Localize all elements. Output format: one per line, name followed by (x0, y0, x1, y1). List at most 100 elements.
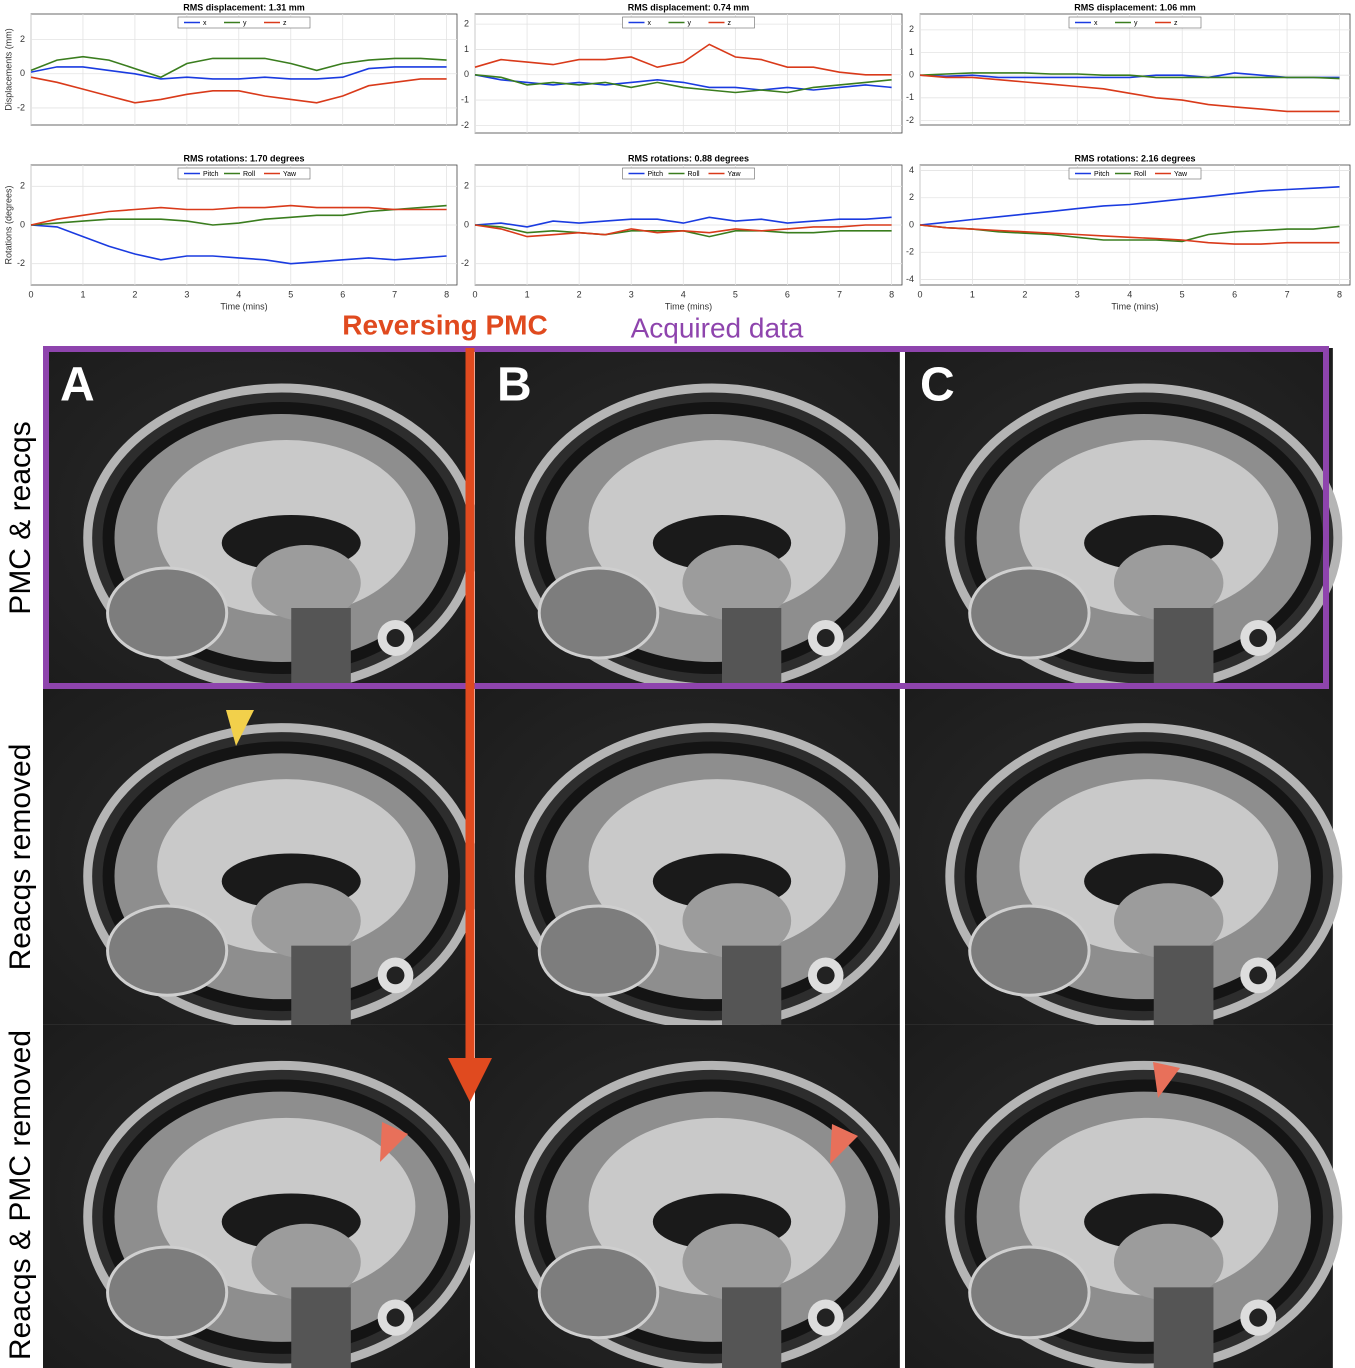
legend-label: y (243, 20, 247, 27)
legend-label: x (203, 20, 207, 27)
legend: Pitch Roll Yaw (622, 167, 755, 180)
legend-box (177, 167, 311, 180)
mri-image (905, 1025, 1338, 1368)
y-tick-label: 0 (20, 68, 25, 78)
marker-yellow (226, 710, 254, 746)
line (919, 72, 1340, 79)
chart-title: RMS displacement: 1.06 mm (1074, 2, 1196, 12)
box-label: Acquired data (631, 312, 804, 343)
legend-label: Roll (688, 171, 701, 178)
line (474, 43, 892, 76)
separator (900, 348, 905, 1368)
legend-label: z (1174, 20, 1178, 27)
mri-image (43, 688, 475, 1025)
x-tick-label: 4 (236, 289, 241, 299)
panel-letter: C (920, 359, 955, 412)
line (919, 224, 1340, 245)
y-tick-label: 0 (909, 219, 914, 229)
marker-red (380, 1122, 408, 1162)
chart: -2 -1 0 1 2 RMS displacement: 0.74 mm x y z (461, 2, 903, 134)
y-tick-label: 2 (20, 34, 25, 44)
x-tick-label: 8 (444, 289, 449, 299)
chart: 0 1 2 3 4 5 6 7 8 -2 0 2 RMS rotations: 1.70 degrees… (3, 153, 458, 311)
panel-letter: A (60, 359, 95, 412)
x-tick-label: 1 (525, 289, 530, 299)
plot-area (474, 13, 903, 134)
line (30, 76, 447, 104)
line (30, 55, 447, 79)
y-tick-label: 0 (20, 219, 25, 229)
x-tick-label: 5 (1180, 289, 1185, 299)
legend: Pitch Roll Yaw (1068, 167, 1202, 180)
line (30, 66, 447, 80)
y-tick-label: 2 (464, 19, 469, 29)
y-tick-label: 0 (909, 70, 914, 80)
x-axis-label: Time (mins) (1111, 301, 1158, 311)
x-tick-label: 3 (184, 289, 189, 299)
legend-label: Pitch (648, 171, 664, 178)
mri-image (905, 348, 1338, 688)
legend-label: x (648, 20, 652, 27)
legend-label: Roll (1134, 171, 1147, 178)
legend-label: Yaw (1174, 171, 1188, 178)
row-label: Reacqs & PMC removed (4, 1030, 37, 1360)
y-tick-label: 2 (20, 181, 25, 191)
legend-label: Pitch (1094, 171, 1110, 178)
y-tick-label: -2 (461, 120, 469, 130)
y-axis-label: Displacements (mm) (3, 28, 13, 111)
acquired-box (43, 346, 1329, 689)
y-tick-label: 2 (909, 24, 914, 34)
y-axis-label: Rotations (degrees) (3, 185, 13, 264)
x-tick-label: 5 (733, 289, 738, 299)
line (474, 216, 892, 228)
x-tick-label: 4 (1127, 289, 1132, 299)
x-tick-label: 0 (917, 289, 922, 299)
y-tick-label: -1 (906, 92, 914, 102)
x-tick-label: 5 (288, 289, 293, 299)
chart-title: RMS displacement: 1.31 mm (183, 2, 305, 12)
line (474, 224, 892, 238)
chart: 0 1 2 3 4 5 6 7 8 -2 0 2 RMS rotations: 0.88 degrees… (461, 153, 903, 311)
legend-label: y (688, 20, 692, 27)
line (919, 186, 1340, 226)
y-tick-label: 1 (464, 44, 469, 54)
mri-image (475, 1025, 905, 1368)
marker-red (1153, 1062, 1180, 1098)
y-tick-label: 2 (464, 181, 469, 191)
mri-image (43, 1025, 475, 1368)
x-tick-label: 0 (472, 289, 477, 299)
mri-image (475, 348, 905, 688)
x-tick-label: 6 (1232, 289, 1237, 299)
plot-area (30, 13, 458, 126)
mri-image (475, 688, 905, 1025)
legend-label: y (1134, 20, 1138, 27)
plot-area (919, 13, 1351, 126)
x-tick-label: 2 (577, 289, 582, 299)
x-tick-label: 2 (1022, 289, 1027, 299)
legend-label: x (1094, 20, 1098, 27)
x-tick-label: 7 (392, 289, 397, 299)
line (919, 224, 1340, 243)
y-tick-label: 2 (909, 192, 914, 202)
y-tick-label: -2 (906, 247, 914, 257)
legend-box (1068, 16, 1202, 29)
x-tick-label: 8 (1337, 289, 1342, 299)
panel-letter: B (497, 359, 532, 412)
row-label: Reacqs removed (4, 744, 37, 971)
y-tick-label: -2 (906, 115, 914, 125)
x-tick-label: 3 (1075, 289, 1080, 299)
arrow-label: Reversing PMC (342, 309, 547, 340)
chart: -2 -1 0 1 2 RMS displacement: 1.06 mm x y z (906, 2, 1351, 126)
y-tick-label: -2 (17, 102, 25, 112)
line (919, 72, 1340, 80)
legend: x y z (622, 16, 755, 29)
x-tick-label: 1 (80, 289, 85, 299)
x-tick-label: 4 (681, 289, 686, 299)
x-tick-label: 3 (629, 289, 634, 299)
legend-box (622, 167, 755, 180)
legend-label: z (283, 20, 287, 27)
y-tick-label: 4 (909, 165, 914, 175)
chart: -2 0 2 RMS displacement: 1.31 mm Displacemen… (3, 2, 458, 126)
legend-label: Roll (243, 171, 256, 178)
x-axis-label: Time (mins) (220, 301, 267, 311)
